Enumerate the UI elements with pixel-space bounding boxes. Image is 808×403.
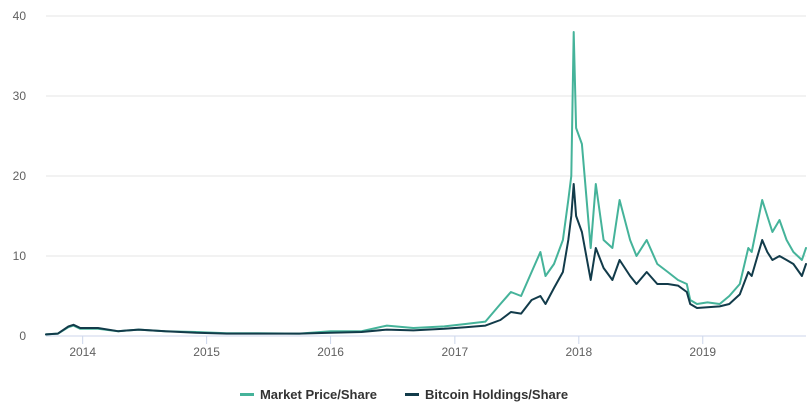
legend: Market Price/Share Bitcoin Holdings/Shar… [0, 386, 808, 403]
holdings-swatch [405, 393, 420, 396]
series-lines [45, 31, 807, 336]
legend-label-market-price: Market Price/Share [259, 387, 378, 402]
line-chart: 0 10 20 30 40 2014 2015 2016 2017 2018 2019 [13, 9, 807, 359]
grid-lines [46, 15, 806, 337]
x-axis: 2014 2015 2016 2017 2018 2019 [46, 335, 806, 359]
y-tick-label: 20 [13, 169, 27, 183]
x-tick-label: 2016 [317, 345, 344, 359]
legend-label-holdings: Bitcoin Holdings/Share [425, 387, 569, 402]
y-tick-label: 10 [13, 249, 27, 263]
x-tick-label: 2015 [193, 345, 220, 359]
market-price-swatch [239, 393, 254, 396]
y-tick-label: 0 [19, 329, 26, 343]
y-tick-label: 40 [13, 9, 27, 23]
holdings-series-line [45, 183, 807, 336]
legend-item-holdings[interactable]: Bitcoin Holdings/Share [405, 387, 568, 402]
y-tick-label: 30 [13, 89, 27, 103]
x-tick-label: 2018 [565, 345, 592, 359]
market-price-series-line [45, 31, 807, 336]
x-tick-label: 2017 [442, 345, 469, 359]
legend-item-market-price[interactable]: Market Price/Share [239, 387, 378, 402]
y-axis-ticks: 0 10 20 30 40 [13, 9, 27, 343]
x-tick-label: 2014 [69, 345, 96, 359]
x-tick-label: 2019 [689, 345, 716, 359]
